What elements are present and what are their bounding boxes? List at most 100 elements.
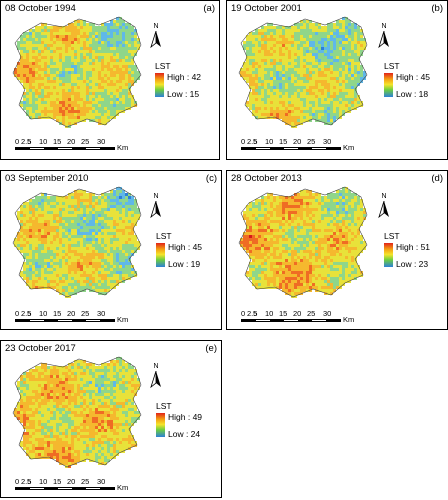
north-label: N [153,193,159,200]
panel-letter: (e) [205,343,217,354]
panel-letter: (c) [205,173,217,184]
legend-high: High : 45 [396,72,431,82]
legend-color-bar [384,73,393,97]
legend-title: LST [384,231,400,241]
legend-high: High : 51 [396,242,431,252]
panel-date: 28 October 2013 [231,173,302,184]
scale-tick-label: 30 [97,477,106,486]
north-label: N [153,363,159,370]
map-panel-c: 03 September 2010 (c) N LST High : 45 Lo… [0,170,222,330]
scale-tick-label: 25 [307,137,316,146]
legend-title: LST [156,401,172,411]
panel-date: 19 October 2001 [231,3,302,14]
legend-low: Low : 15 [167,89,200,99]
panel-letter: (a) [203,3,215,14]
scale-tick-label: 5 [27,309,32,318]
north-label: N [153,23,159,30]
scale-tick-label: 15 [53,309,62,318]
scale-tick-label: 20 [293,309,302,318]
scale-tick-label: 25 [81,137,90,146]
scale-unit: Km [117,315,129,324]
scale-bar: 0 2.5 5 10 15 20 25 30 Km [15,137,135,157]
scale-bar-segments [241,147,341,150]
lst-map-c [12,186,142,298]
scale-bar: 0 2.5 5 10 15 20 25 30 Km [15,477,135,497]
north-label: N [381,193,387,200]
legend-low: Low : 19 [168,259,201,269]
lst-map-e [12,356,142,468]
scale-tick-label: 2.5 [247,137,258,146]
panel-date: 23 October 2017 [5,343,76,354]
scale-unit: Km [117,143,129,152]
scale-tick-label: 10 [39,477,48,486]
legend-color-bar [384,243,393,267]
panel-letter: (d) [431,173,443,184]
scale-tick-label: 30 [323,309,332,318]
legend-color-bar [155,73,164,97]
north-arrow-icon: N [149,193,163,219]
scale-tick-label: 25 [307,309,316,318]
scale-bar: 0 2.5 5 10 15 20 25 30 Km [241,309,361,329]
scale-tick-label: 5 [27,137,32,146]
scale-ticks: 0 2.5 5 10 15 20 25 30 [15,309,135,318]
north-arrow-icon: N [377,193,391,219]
map-panel-d: 28 October 2013 (d) N LST High : 51 Low … [226,170,448,330]
scale-ticks: 0 2.5 5 10 15 20 25 30 [15,477,135,486]
scale-tick-label: 10 [39,137,48,146]
map-panel-e: 23 October 2017 (e) N LST High : 49 Low … [0,340,222,498]
scale-tick-label: 0 [15,137,20,146]
scale-ticks: 0 2.5 5 10 15 20 25 30 [15,137,135,146]
scale-tick-label: 5 [253,309,258,318]
lst-map-d [238,186,368,298]
panel-date: 08 October 1994 [5,3,76,14]
scale-unit: Km [117,483,129,492]
scale-bar-segments [241,319,341,322]
map-panel-b: 19 October 2001 (b) N LST High : 45 Low … [226,0,448,160]
scale-bar-segments [15,147,115,150]
legend-color-bar [156,413,165,437]
scale-bar-segments [15,319,115,322]
scale-tick-label: 20 [67,309,76,318]
north-arrow-icon: N [377,23,391,49]
scale-tick-label: 20 [293,137,302,146]
legend-title: LST [384,61,400,71]
scale-ticks: 0 2.5 5 10 15 20 25 30 [241,137,361,146]
map-panel-a: 08 October 1994 (a) N LST High : 42 Low … [0,0,220,160]
scale-tick-label: 15 [279,137,288,146]
scale-tick-label: 0 [241,309,246,318]
scale-tick-label: 20 [67,477,76,486]
scale-tick-label: 30 [323,137,332,146]
lst-map-a [12,16,142,128]
scale-ticks: 0 2.5 5 10 15 20 25 30 [241,309,361,318]
legend-color-bar [156,243,165,267]
scale-unit: Km [343,143,355,152]
scale-tick-label: 5 [27,477,32,486]
legend-low: Low : 18 [396,89,429,99]
north-arrow-icon: N [149,23,163,49]
legend-low: Low : 23 [396,259,429,269]
scale-tick-label: 0 [15,477,20,486]
panel-letter: (b) [431,3,443,14]
scale-unit: Km [343,315,355,324]
scale-tick-label: 15 [279,309,288,318]
scale-tick-label: 2.5 [21,137,32,146]
scale-bar-segments [15,487,115,490]
lst-map-b [238,16,368,128]
legend-title: LST [155,61,171,71]
scale-bar: 0 2.5 5 10 15 20 25 30 Km [241,137,361,157]
scale-tick-label: 0 [15,309,20,318]
scale-tick-label: 10 [265,309,274,318]
panel-date: 03 September 2010 [5,173,89,184]
scale-tick-label: 2.5 [21,477,32,486]
scale-tick-label: 20 [67,137,76,146]
legend-high: High : 45 [168,242,203,252]
scale-tick-label: 30 [97,137,106,146]
north-arrow-icon: N [149,363,163,389]
scale-tick-label: 2.5 [247,309,258,318]
legend-high: High : 49 [168,412,203,422]
scale-bar: 0 2.5 5 10 15 20 25 30 Km [15,309,135,329]
scale-tick-label: 25 [81,309,90,318]
legend-high: High : 42 [167,72,202,82]
scale-tick-label: 15 [53,137,62,146]
scale-tick-label: 30 [97,309,106,318]
